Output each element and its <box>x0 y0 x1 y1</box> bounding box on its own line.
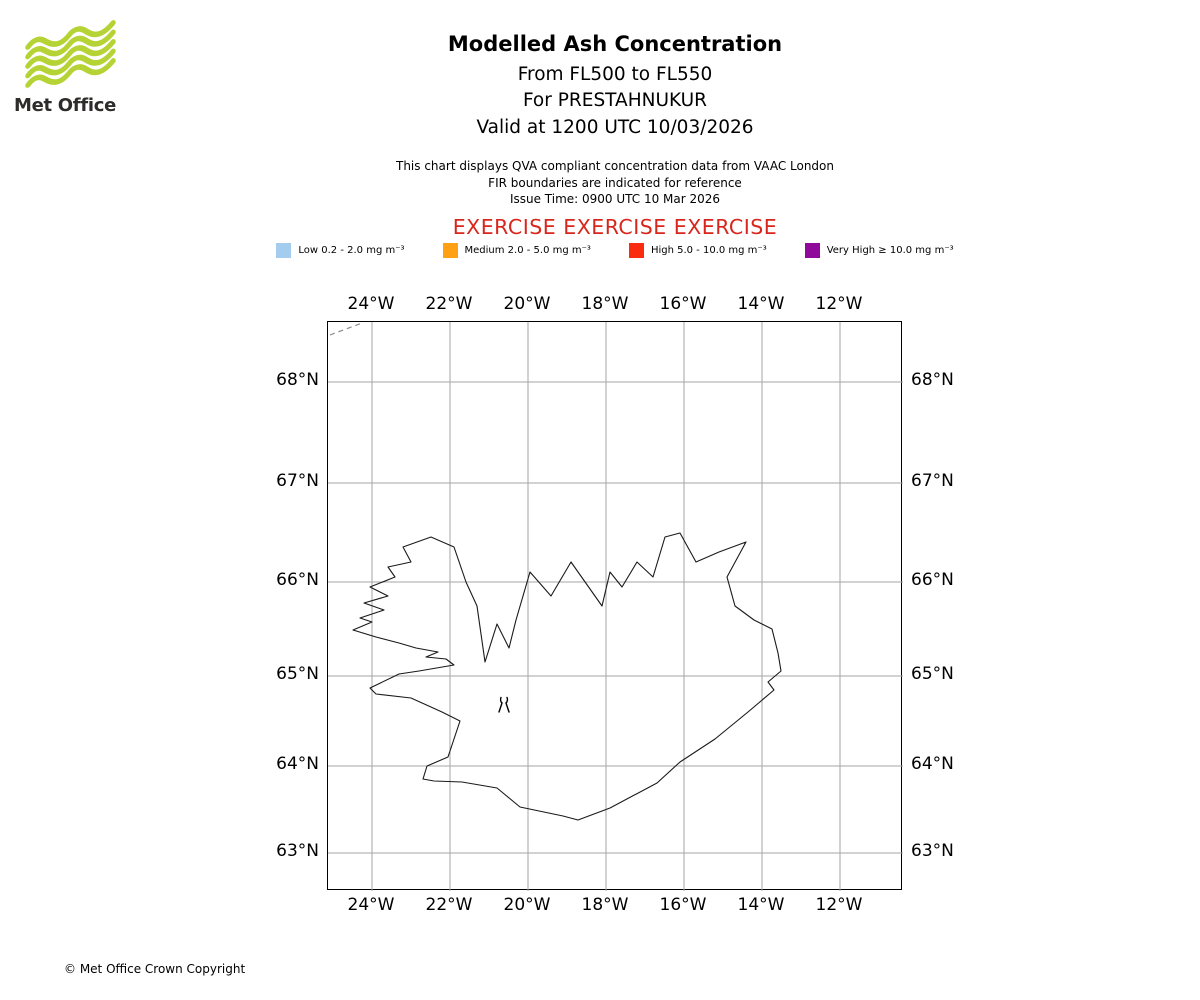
lon-label: 24°W <box>347 895 395 915</box>
legend-swatch-low <box>276 243 292 258</box>
map-frame <box>327 321 903 891</box>
met-office-waves-icon <box>25 20 116 88</box>
met-office-logo: Met Office <box>14 20 134 116</box>
lon-label: 22°W <box>425 294 473 314</box>
legend-label-very-high: Very High ≥ 10.0 mg m⁻³ <box>826 245 954 256</box>
lon-label: 16°W <box>659 294 707 314</box>
legend-swatch-high <box>628 243 644 258</box>
legend-label-medium: Medium 2.0 - 5.0 mg m⁻³ <box>464 245 591 256</box>
map-canvas <box>328 322 903 891</box>
lon-label: 22°W <box>425 895 473 915</box>
lon-label: 18°W <box>581 895 629 915</box>
legend-item-low: Low 0.2 - 2.0 mg m⁻³ <box>276 243 405 258</box>
legend-label-high: High 5.0 - 10.0 mg m⁻³ <box>650 245 767 256</box>
volcano-summit-marker <box>498 696 510 713</box>
lat-label: 64°N <box>276 754 319 774</box>
lon-label: 12°W <box>815 294 863 314</box>
met-office-wordmark: Met Office <box>14 95 117 116</box>
lat-label: 65°N <box>276 664 319 684</box>
subtitle-volcano: For PRESTAHNUKUR <box>522 90 708 111</box>
lon-label: 20°W <box>503 895 551 915</box>
legend-swatch-very-high <box>804 243 820 258</box>
legend: Low 0.2 - 2.0 mg m⁻³ Medium 2.0 - 5.0 mg… <box>15 243 1200 258</box>
subtitle-flight-levels: From FL500 to FL550 <box>517 64 713 85</box>
legend-label-low: Low 0.2 - 2.0 mg m⁻³ <box>298 245 405 256</box>
lon-label: 24°W <box>347 294 395 314</box>
copyright-notice: © Met Office Crown Copyright <box>64 962 246 976</box>
page-title: Modelled Ash Concentration <box>447 32 783 56</box>
lon-label: 18°W <box>581 294 629 314</box>
legend-item-medium: Medium 2.0 - 5.0 mg m⁻³ <box>442 243 591 258</box>
lat-label: 63°N <box>276 841 319 861</box>
lat-label: 68°N <box>276 370 319 390</box>
lat-label: 68°N <box>911 370 954 390</box>
grid-lines <box>328 322 903 891</box>
legend-swatch-medium <box>442 243 458 258</box>
lat-label: 64°N <box>911 754 954 774</box>
lat-label: 66°N <box>911 570 954 590</box>
exercise-banner: EXERCISE EXERCISE EXERCISE <box>452 215 778 239</box>
lat-label: 67°N <box>911 471 954 491</box>
iceland-coastline <box>352 532 782 821</box>
subtitle-validity: Valid at 1200 UTC 10/03/2026 <box>476 117 754 138</box>
legend-item-high: High 5.0 - 10.0 mg m⁻³ <box>628 243 767 258</box>
lat-label: 66°N <box>276 570 319 590</box>
lon-label: 14°W <box>737 895 785 915</box>
lon-label: 16°W <box>659 895 707 915</box>
legend-item-very-high: Very High ≥ 10.0 mg m⁻³ <box>804 243 954 258</box>
lon-label: 12°W <box>815 895 863 915</box>
lon-label: 14°W <box>737 294 785 314</box>
note-fir: FIR boundaries are indicated for referen… <box>488 175 742 190</box>
fir-boundary-segment <box>329 322 363 336</box>
note-issue-time: Issue Time: 0900 UTC 10 Mar 2026 <box>509 192 721 206</box>
lat-label: 67°N <box>276 471 319 491</box>
lon-label: 20°W <box>503 294 551 314</box>
lat-label: 63°N <box>911 841 954 861</box>
note-qva: This chart displays QVA compliant concen… <box>396 159 834 173</box>
lat-label: 65°N <box>911 664 954 684</box>
